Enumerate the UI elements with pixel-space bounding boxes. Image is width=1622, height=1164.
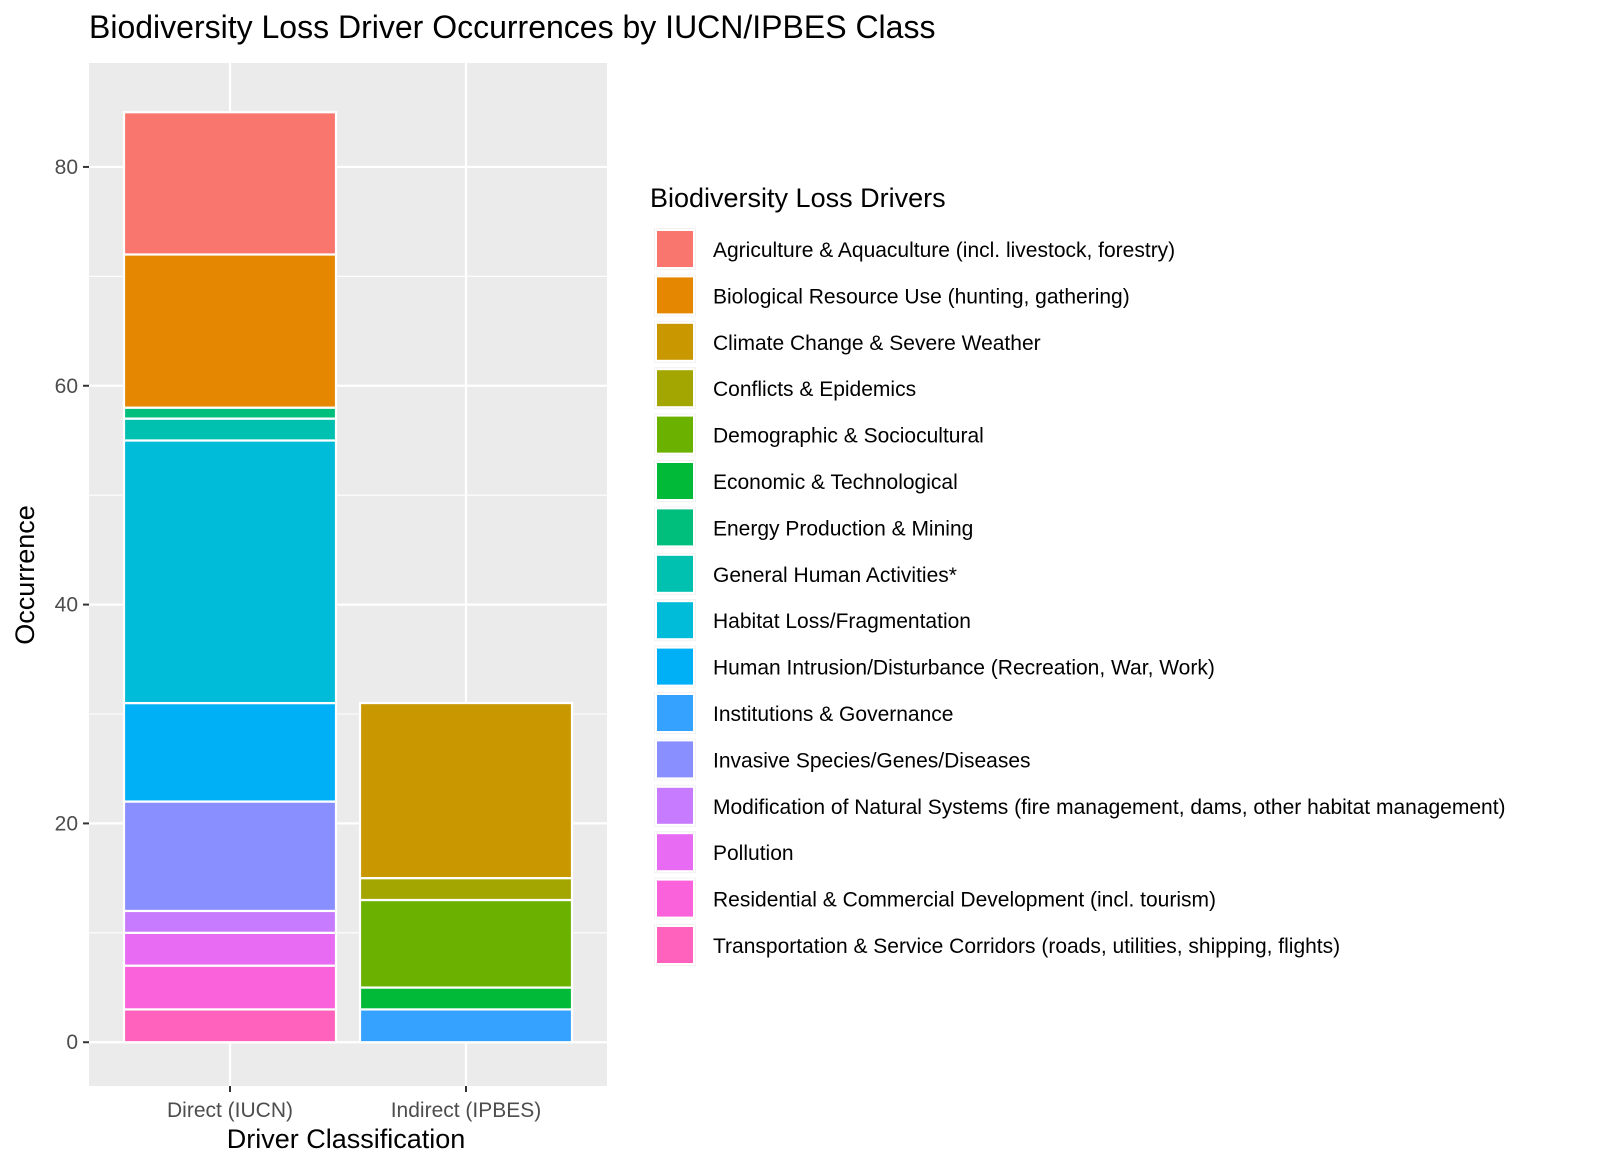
legend-swatch	[655, 925, 695, 965]
bar-segment	[122, 800, 338, 913]
legend-title: Biodiversity Loss Drivers	[650, 183, 946, 213]
legend-swatch	[655, 321, 695, 362]
legend-label: Demographic & Sociocultural	[713, 425, 984, 448]
bar-segment	[358, 898, 574, 989]
legend-swatch	[655, 507, 695, 548]
legend-label: Modification of Natural Systems (fire ma…	[713, 796, 1506, 819]
bar-segment	[122, 701, 338, 803]
y-tick-label: 40	[55, 594, 78, 617]
bar-segment	[122, 964, 338, 1011]
bar-segment	[122, 909, 338, 934]
bar-segment	[122, 439, 338, 705]
legend-swatch	[655, 646, 695, 687]
chart-title: Biodiversity Loss Driver Occurrences by …	[89, 9, 935, 45]
legend-swatch	[655, 553, 695, 594]
legend-swatch	[655, 368, 695, 409]
y-tick-label: 80	[55, 156, 78, 179]
bar-segment	[358, 701, 574, 880]
y-tick-label: 0	[66, 1031, 78, 1054]
bars	[122, 111, 574, 1044]
legend-label: Pollution	[713, 842, 794, 865]
legend-label: General Human Activities*	[713, 564, 957, 587]
y-tick-label: 60	[55, 375, 78, 398]
bar-segment	[122, 253, 338, 409]
y-tick-label: 20	[55, 812, 78, 835]
bar-segment	[122, 417, 338, 442]
legend-label: Agriculture & Aquaculture (incl. livesto…	[713, 239, 1175, 262]
legend-label: Transportation & Service Corridors (road…	[713, 935, 1340, 958]
legend-swatch	[655, 832, 695, 873]
legend-swatch	[655, 785, 695, 826]
y-axis-title: Occurrence	[10, 505, 40, 645]
legend-swatch	[655, 229, 695, 269]
legend-swatch	[655, 414, 695, 455]
bar-segment	[358, 877, 574, 902]
legend-swatch	[655, 275, 695, 316]
legend-label: Institutions & Governance	[713, 703, 953, 726]
axes: 0 20 40 60 80 Direct (IUCN) Indirect (IPBES)	[55, 156, 542, 1122]
x-tick-label: Indirect (IPBES)	[391, 1099, 542, 1122]
legend-swatch	[655, 600, 695, 641]
bar-segment	[358, 986, 574, 1011]
legend-label: Climate Change & Severe Weather	[713, 332, 1041, 355]
legend-label: Energy Production & Mining	[713, 517, 973, 540]
legend-swatch	[655, 878, 695, 919]
legend-label: Human Intrusion/Disturbance (Recreation,…	[713, 657, 1215, 680]
legend-label: Economic & Technological	[713, 471, 958, 494]
legend-label: Invasive Species/Genes/Diseases	[713, 749, 1031, 772]
legend-label: Habitat Loss/Fragmentation	[713, 610, 971, 633]
bar-segment	[122, 1008, 338, 1044]
legend-label: Conflicts & Epidemics	[713, 378, 916, 401]
bar-segment	[122, 931, 338, 967]
bar-segment	[122, 406, 338, 420]
legend-swatch	[655, 739, 695, 780]
bar-segment	[122, 111, 338, 256]
legend-swatch	[655, 693, 695, 733]
legend-swatch	[655, 461, 695, 501]
x-axis-title: Driver Classification	[227, 1124, 466, 1154]
legend: Biodiversity Loss Drivers Agriculture & …	[650, 183, 1506, 966]
x-tick-label: Direct (IUCN)	[167, 1099, 293, 1122]
bar-segment	[358, 1008, 574, 1044]
legend-label: Biological Resource Use (hunting, gather…	[713, 285, 1130, 308]
legend-label: Residential & Commercial Development (in…	[713, 889, 1216, 912]
